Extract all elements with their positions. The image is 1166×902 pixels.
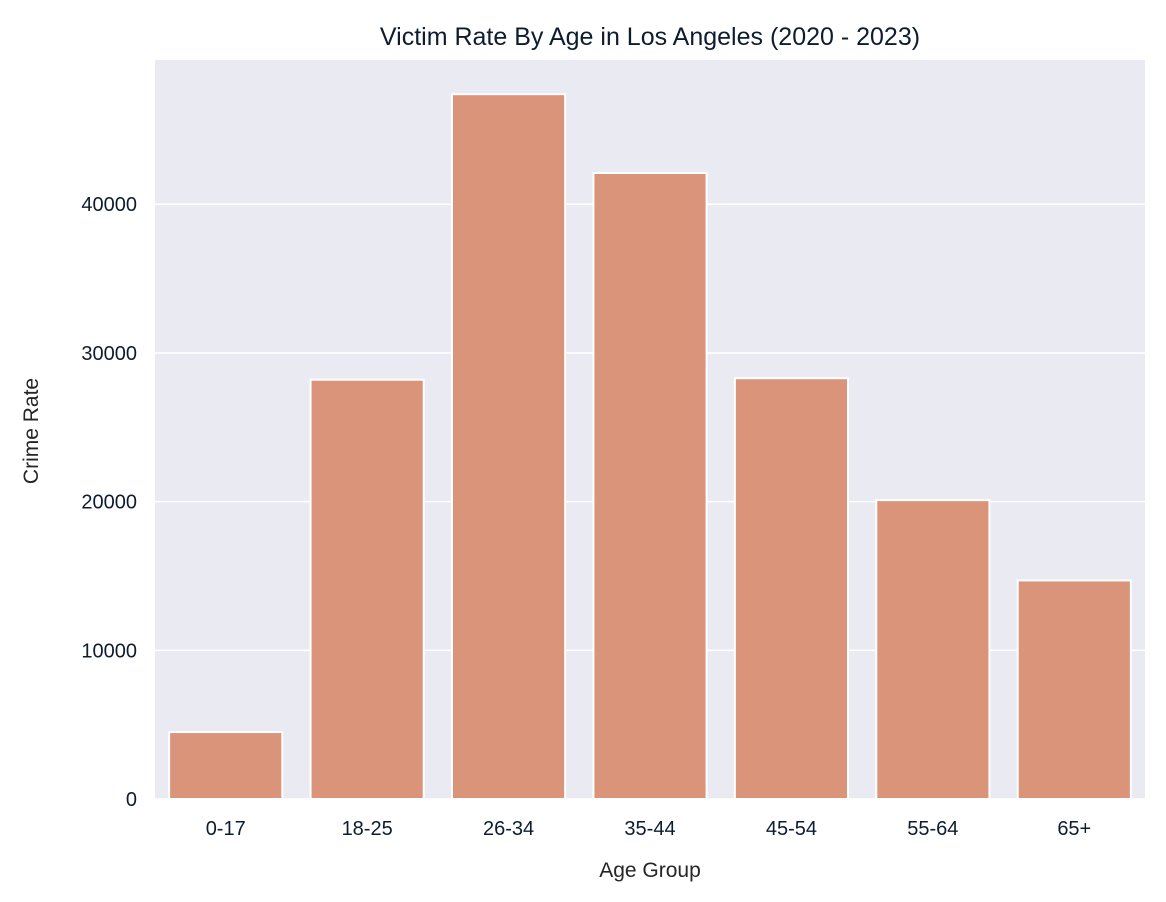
x-tick-label: 45-54: [766, 818, 817, 840]
bar-45-54: [733, 377, 849, 800]
bar-18-25: [309, 378, 425, 800]
x-axis-label: Age Group: [599, 859, 701, 882]
bar-35-44: [592, 172, 708, 800]
bars: [168, 93, 1132, 801]
bar-55-64: [875, 499, 991, 800]
x-tick-labels: 0-17 18-25 26-34 35-44 45-54 55-64 65+: [206, 818, 1092, 840]
y-tick-label: 40000: [81, 194, 137, 216]
x-tick-label: 65+: [1057, 818, 1091, 840]
y-tick-labels: 0 10000 20000 30000 40000: [81, 194, 137, 811]
bar-0-17: [168, 731, 284, 800]
x-tick-label: 35-44: [624, 818, 675, 840]
y-tick-label: 30000: [81, 343, 137, 365]
x-tick-label: 18-25: [342, 818, 393, 840]
y-tick-label: 0: [126, 789, 137, 811]
bar-65+: [1016, 579, 1132, 801]
bar-26-34: [451, 93, 567, 800]
y-tick-label: 10000: [81, 640, 137, 662]
x-tick-label: 0-17: [206, 818, 246, 840]
y-tick-label: 20000: [81, 492, 137, 514]
x-tick-label: 26-34: [483, 818, 534, 840]
chart-title: Victim Rate By Age in Los Angeles (2020 …: [380, 23, 920, 51]
x-tick-label: 55-64: [907, 818, 958, 840]
y-axis-label: Crime Rate: [20, 378, 43, 484]
